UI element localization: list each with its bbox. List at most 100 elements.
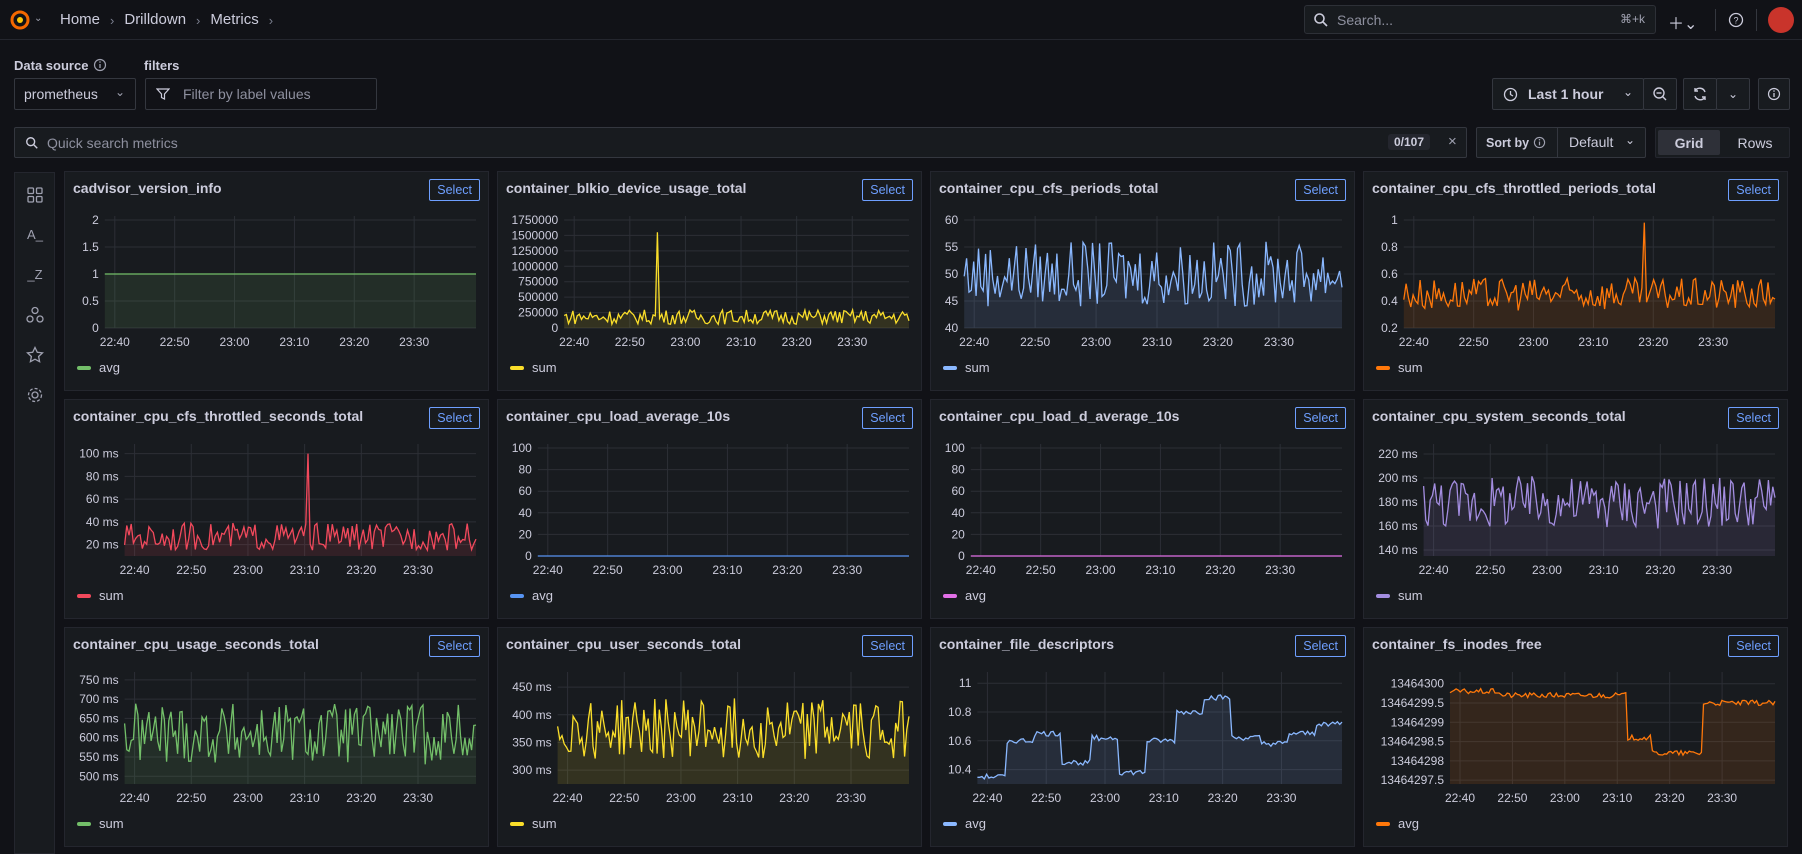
grid-icon[interactable] bbox=[25, 185, 45, 205]
select-button[interactable]: Select bbox=[862, 407, 913, 429]
metric-panel[interactable]: container_cpu_load_average_10s Select 100 8… bbox=[497, 399, 922, 619]
sidebar: A_ _Z bbox=[14, 172, 55, 854]
breadcrumb-drilldown[interactable]: Drilldown bbox=[124, 11, 187, 28]
x-tick-label: 22:50 bbox=[176, 563, 206, 577]
groups-icon[interactable] bbox=[25, 305, 45, 325]
legend-swatch bbox=[510, 593, 524, 598]
x-tick-label: 22:40 bbox=[120, 563, 150, 577]
sort-by-control[interactable]: Sort by Default ⌄ bbox=[1476, 127, 1646, 158]
refresh-interval-dropdown[interactable]: ⌄ bbox=[1716, 78, 1750, 110]
metric-panel[interactable]: container_cpu_cfs_periods_total Select 60 5… bbox=[930, 171, 1355, 391]
refresh-icon bbox=[1694, 87, 1706, 101]
legend-swatch bbox=[77, 821, 91, 826]
legend-item[interactable]: sum bbox=[77, 816, 124, 831]
metric-panel[interactable]: container_fs_inodes_free Select 13464300 13… bbox=[1363, 627, 1788, 847]
x-tick-label: 23:00 bbox=[233, 563, 263, 577]
select-button[interactable]: Select bbox=[1728, 407, 1779, 429]
x-tick-label: 22:50 bbox=[615, 335, 645, 349]
metric-panel[interactable]: container_file_descriptors Select 11 10.8 10… bbox=[930, 627, 1355, 847]
legend-swatch bbox=[77, 365, 91, 370]
user-avatar[interactable] bbox=[1768, 7, 1794, 33]
y-tick-label: 350 ms bbox=[512, 735, 551, 749]
info-icon[interactable] bbox=[93, 58, 107, 72]
help-icon[interactable]: ? bbox=[1728, 12, 1744, 28]
x-tick-label: 23:10 bbox=[290, 563, 320, 577]
filters-input[interactable]: Filter by label values bbox=[145, 78, 377, 110]
x-tick-label: 22:40 bbox=[1419, 563, 1449, 577]
x-tick-label: 23:20 bbox=[346, 791, 376, 805]
y-tick-label: 100 bbox=[512, 441, 532, 455]
settings-icon[interactable] bbox=[25, 385, 45, 405]
star-icon[interactable] bbox=[25, 345, 45, 365]
legend-item[interactable]: avg bbox=[1376, 816, 1419, 831]
legend-item[interactable]: avg bbox=[77, 360, 120, 375]
panel-title: container_cpu_cfs_periods_total bbox=[939, 180, 1159, 196]
y-tick-label: 45 bbox=[945, 294, 959, 308]
y-tick-label: 750 ms bbox=[79, 673, 118, 687]
select-button[interactable]: Select bbox=[429, 179, 480, 201]
legend-item[interactable]: sum bbox=[77, 588, 124, 603]
info-icon bbox=[1533, 136, 1546, 149]
metric-panel[interactable]: cadvisor_version_info Select 2 1.5 1 0.5 0 22:4… bbox=[64, 171, 489, 391]
zoom-out-button[interactable] bbox=[1643, 78, 1677, 110]
panel-chart: 1 0.8 0.6 0.4 0.222:40 22:50 23:00 23:10 23:20 23… bbox=[1381, 213, 1776, 349]
select-button[interactable]: Select bbox=[1295, 179, 1346, 201]
global-search-input[interactable]: Search... ⌘+k bbox=[1304, 5, 1656, 34]
x-tick-label: 22:50 bbox=[1020, 335, 1050, 349]
metric-panel[interactable]: container_cpu_cfs_throttled_periods_tota… bbox=[1363, 171, 1788, 391]
grafana-logo-icon[interactable] bbox=[9, 9, 31, 31]
panel-title: container_file_descriptors bbox=[939, 636, 1115, 652]
time-range-picker[interactable]: Last 1 hour ⌄ bbox=[1492, 78, 1644, 110]
metric-panel[interactable]: container_cpu_usage_seconds_total Select 7… bbox=[64, 627, 489, 847]
breadcrumb-metrics[interactable]: Metrics bbox=[210, 11, 259, 28]
prefix-filter-icon[interactable]: A_ bbox=[27, 227, 43, 242]
y-tick-label: 700 ms bbox=[79, 692, 118, 706]
view-rows-button[interactable]: Rows bbox=[1737, 134, 1773, 151]
select-button[interactable]: Select bbox=[1295, 635, 1346, 657]
y-tick-label: 40 ms bbox=[86, 515, 119, 529]
select-button[interactable]: Select bbox=[1728, 179, 1779, 201]
select-button[interactable]: Select bbox=[429, 635, 480, 657]
info-button[interactable] bbox=[1758, 78, 1790, 110]
metric-panel[interactable]: container_blkio_device_usage_total Select… bbox=[497, 171, 922, 391]
datasource-select[interactable]: prometheus ⌄ bbox=[14, 78, 136, 110]
suffix-filter-icon[interactable]: _Z bbox=[27, 267, 43, 282]
metric-panel[interactable]: container_cpu_load_d_average_10s Select 10… bbox=[930, 399, 1355, 619]
legend-item[interactable]: sum bbox=[510, 816, 557, 831]
metric-panel[interactable]: container_cpu_cfs_throttled_seconds_tota… bbox=[64, 399, 489, 619]
x-tick-label: 23:20 bbox=[1208, 791, 1238, 805]
chevron-down-icon[interactable]: ⌄ bbox=[34, 13, 43, 24]
panel-chart: 11 10.8 10.6 10.422:40 22:50 23:00 23:10 23:20 2… bbox=[948, 672, 1343, 805]
view-grid-button[interactable]: Grid bbox=[1658, 130, 1720, 155]
legend-label: sum bbox=[1398, 588, 1423, 603]
legend-item[interactable]: sum bbox=[1376, 588, 1423, 603]
x-tick-label: 23:00 bbox=[666, 791, 696, 805]
select-button[interactable]: Select bbox=[1728, 635, 1779, 657]
select-button[interactable]: Select bbox=[429, 407, 480, 429]
x-tick-label: 23:10 bbox=[1145, 563, 1175, 577]
refresh-button[interactable] bbox=[1683, 78, 1717, 110]
legend-item[interactable]: avg bbox=[943, 816, 986, 831]
clear-icon[interactable]: × bbox=[1448, 133, 1457, 150]
legend-item[interactable]: sum bbox=[510, 360, 557, 375]
metric-panel[interactable]: container_cpu_system_seconds_total Select… bbox=[1363, 399, 1788, 619]
quick-search-input[interactable]: Quick search metrics 0/107 × bbox=[14, 127, 1467, 158]
legend-item[interactable]: sum bbox=[943, 360, 990, 375]
y-tick-label: 1 bbox=[1391, 213, 1398, 227]
y-tick-label: 500000 bbox=[518, 290, 558, 304]
select-button[interactable]: Select bbox=[862, 179, 913, 201]
legend-item[interactable]: sum bbox=[1376, 360, 1423, 375]
breadcrumb-home[interactable]: Home bbox=[60, 11, 101, 28]
plus-icon[interactable]: ＋⌄ bbox=[1668, 16, 1698, 33]
y-tick-label: 160 ms bbox=[1378, 519, 1417, 533]
metric-panel[interactable]: container_cpu_user_seconds_total Select 45… bbox=[497, 627, 922, 847]
legend-item[interactable]: avg bbox=[510, 588, 553, 603]
legend-item[interactable]: avg bbox=[943, 588, 986, 603]
select-button[interactable]: Select bbox=[862, 635, 913, 657]
x-tick-label: 23:10 bbox=[290, 791, 320, 805]
select-button[interactable]: Select bbox=[1295, 407, 1346, 429]
x-tick-label: 23:10 bbox=[723, 791, 753, 805]
x-tick-label: 23:30 bbox=[1702, 563, 1732, 577]
y-tick-label: 400 ms bbox=[512, 708, 551, 722]
